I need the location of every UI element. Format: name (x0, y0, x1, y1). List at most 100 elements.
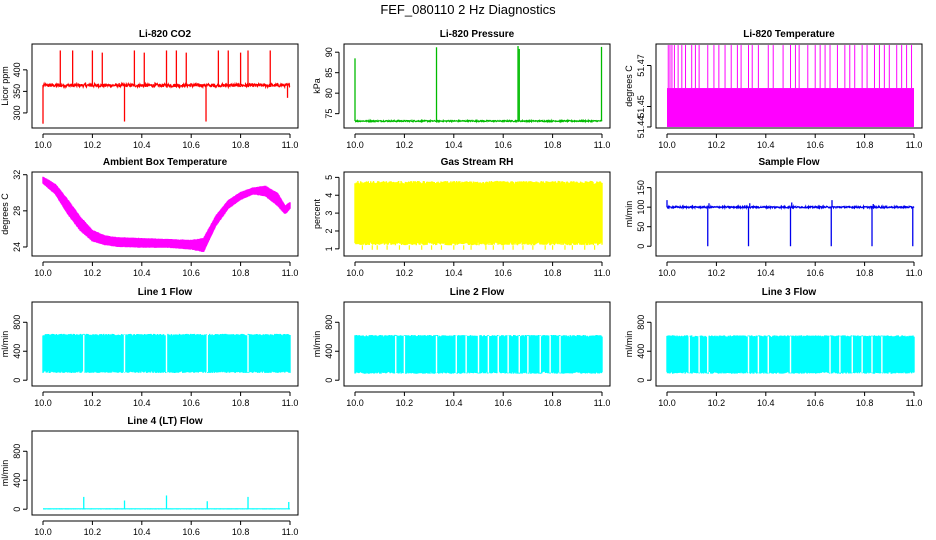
plot-frame (655, 43, 923, 129)
y-tick-label: 80 (324, 88, 334, 98)
chart-line4: Line 4 (LT) Flow 10.0 10.2 10.4 10.6 10.8 11.0… (0, 416, 299, 537)
chart-title: Line 3 Flow (762, 287, 817, 298)
y-axis-label: ml/min (312, 331, 322, 358)
chart-line3: Line 3 Flow 10.0 10.2 10.4 10.6 10.8 11.0 0 400 8… (624, 287, 923, 408)
y-tick-label: 400 (636, 344, 646, 359)
y-tick-label: 1 (324, 246, 334, 251)
x-axis: 10.0 10.2 10.4 10.6 10.8 11.0 (346, 391, 610, 408)
chart-title: Gas Stream RH (441, 157, 514, 168)
x-tick-label: 10.6 (182, 140, 200, 150)
y-tick-label: 300 (12, 105, 22, 120)
x-tick-label: 10.0 (34, 398, 52, 408)
y-axis-label: Licor ppm (0, 66, 10, 106)
x-tick-label: 10.8 (544, 140, 562, 150)
data-layer (666, 335, 915, 374)
chart-title: Sample Flow (758, 157, 819, 168)
x-tick-label: 10.2 (84, 398, 102, 408)
chart-rh: Gas Stream RH 10.0 10.2 10.4 10.6 10.8 11.0 1 2 3… (312, 157, 611, 278)
x-tick-label: 10.2 (84, 268, 102, 278)
y-tick-label: 90 (324, 47, 334, 57)
y-tick-label: 400 (12, 62, 22, 77)
y-tick-label: 51.47 (636, 54, 646, 77)
data-layer (42, 50, 291, 124)
x-tick-label: 10.0 (346, 398, 364, 408)
chart-title: Li-820 CO2 (139, 29, 192, 40)
x-tick-label: 10.4 (133, 398, 151, 408)
y-tick-label: 50 (636, 222, 646, 232)
data-layer (42, 333, 291, 373)
x-tick-label: 10.2 (396, 398, 414, 408)
data-layer (354, 334, 603, 374)
y-tick-label: 3 (324, 211, 334, 216)
x-tick-label: 10.6 (182, 398, 200, 408)
y-axis-label: ml/min (624, 331, 634, 358)
chart-temperature: Li-820 Temperature 10.0 10.2 10.4 10.6 10.8 11… (624, 29, 923, 150)
x-tick-label: 10.4 (133, 527, 151, 537)
x-tick-label: 10.6 (494, 398, 512, 408)
x-tick-label: 10.4 (445, 268, 463, 278)
plot-frame (31, 301, 299, 387)
y-tick-label: 400 (12, 344, 22, 359)
x-axis: 10.0 10.2 10.4 10.6 10.8 11.0 (346, 133, 611, 150)
x-axis: 10.0 10.2 10.4 10.6 10.8 11.0 (34, 261, 298, 278)
y-tick-label: 51.45 (636, 95, 646, 118)
x-tick-label: 10.0 (346, 140, 364, 150)
y-tick-label: 150 (636, 180, 646, 195)
y-tick-label: 24 (12, 242, 22, 252)
plot-frame (343, 171, 611, 257)
x-tick-label: 10.8 (232, 398, 250, 408)
x-tick-label: 10.2 (84, 140, 102, 150)
y-tick-label: 400 (324, 344, 334, 359)
x-tick-label: 10.4 (757, 140, 775, 150)
y-tick-label: 800 (12, 315, 22, 330)
y-tick-label: 0 (12, 378, 22, 383)
x-tick-label: 10.8 (544, 398, 562, 408)
x-tick-label: 10.4 (445, 140, 463, 150)
x-tick-label: 10.8 (544, 268, 562, 278)
plot-frame (655, 301, 923, 387)
data-layer (354, 180, 603, 250)
y-axis-label: ml/min (0, 331, 10, 358)
y-axis-label: percent (312, 198, 322, 229)
page-title: FEF_080110 2 Hz Diagnostics (380, 2, 556, 17)
y-tick-label: 800 (12, 444, 22, 459)
chart-line1: Line 1 Flow 10.0 10.2 10.4 10.6 10.8 11.0 0 400 8… (0, 287, 299, 408)
x-tick-label: 11.0 (906, 140, 923, 150)
y-tick-label: 28 (12, 206, 22, 216)
y-axis-label: degrees C (0, 193, 10, 235)
x-tick-label: 10.4 (445, 398, 463, 408)
x-tick-label: 11.0 (594, 140, 611, 150)
chart-title: Line 1 Flow (138, 287, 193, 298)
y-axis-label: degrees C (624, 65, 634, 107)
data-layer (667, 45, 914, 127)
plot-frame (655, 171, 923, 257)
y-tick-label: 0 (636, 378, 646, 383)
x-axis: 10.0 10.2 10.4 10.6 10.8 11.0 (658, 133, 923, 150)
x-tick-label: 10.8 (856, 140, 874, 150)
x-tick-label: 10.4 (133, 268, 151, 278)
chart-title: Ambient Box Temperature (103, 157, 228, 168)
x-tick-label: 11.0 (282, 140, 299, 150)
x-tick-label: 10.8 (232, 527, 250, 537)
x-tick-label: 11.0 (906, 268, 923, 278)
chart-line2: Line 2 Flow 10.0 10.2 10.4 10.6 10.8 11.0 0 400 8… (312, 287, 611, 408)
plot-frame (343, 301, 611, 387)
x-axis: 10.0 10.2 10.4 10.6 10.8 11.0 (34, 391, 298, 408)
x-tick-label: 10.2 (708, 140, 726, 150)
y-tick-label: 350 (12, 84, 22, 99)
x-tick-label: 10.4 (757, 398, 775, 408)
chart-co2: Li-820 CO2 10.0 10.2 10.4 10.6 10.8 11.0 300 350… (0, 29, 299, 150)
chart-sample: Sample Flow 10.0 10.2 10.4 10.6 10.8 11.0 0 50 10… (624, 157, 923, 278)
chart-title: Line 4 (LT) Flow (127, 416, 203, 427)
x-tick-label: 10.8 (856, 398, 874, 408)
x-tick-label: 10.6 (806, 140, 824, 150)
x-tick-label: 10.8 (232, 140, 250, 150)
x-axis: 10.0 10.2 10.4 10.6 10.8 11.0 (658, 261, 923, 278)
x-tick-label: 11.0 (282, 527, 299, 537)
y-tick-label: 0 (324, 378, 334, 383)
